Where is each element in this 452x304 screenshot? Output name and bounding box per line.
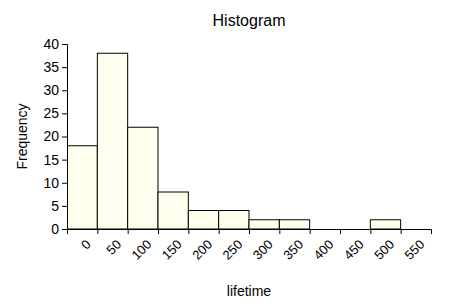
tick-mark (62, 183, 67, 184)
chart: 0510152025303540050100150200250300350400… (0, 0, 452, 304)
tick-mark (62, 113, 67, 114)
axis-line (68, 230, 432, 235)
tick-mark (97, 229, 98, 234)
tick-label: 15 (43, 152, 59, 168)
tick-mark (62, 206, 67, 207)
tick: 150 (159, 229, 185, 263)
y-axis: 0 5 10 15 20 25 30 35 40 (43, 36, 67, 237)
tick: 400 (310, 229, 336, 263)
bar (219, 211, 249, 230)
bar (370, 220, 400, 229)
title: Histogram (213, 12, 286, 29)
bar (310, 229, 340, 230)
tick-label: 300 (250, 237, 276, 263)
tick: 300 (250, 229, 276, 263)
tick: 0 (51, 221, 67, 237)
tick-mark (128, 229, 129, 234)
tick-mark (310, 229, 311, 234)
tick-mark (62, 160, 67, 161)
tick-mark (219, 229, 220, 234)
tick-label: 50 (103, 237, 124, 258)
tick: 30 (43, 82, 67, 98)
tick-label: 25 (43, 105, 59, 121)
tick: 35 (43, 59, 67, 75)
tick: 50 (98, 229, 124, 258)
x-axis-title: lifetime (227, 283, 272, 299)
tick-mark (188, 229, 189, 234)
tick: 550 (401, 229, 427, 263)
tick: 250 (219, 229, 245, 263)
tick: 25 (43, 105, 67, 121)
tick: 5 (51, 198, 67, 214)
tick-label: 0 (51, 221, 59, 237)
plot-area: 0510152025303540050100150200250300350400… (43, 36, 431, 263)
axis-line (62, 45, 68, 230)
bars (67, 53, 401, 229)
bar (279, 220, 309, 229)
tick-label: 100 (129, 237, 155, 263)
bar (67, 146, 97, 229)
tick-label: 150 (159, 237, 185, 263)
tick-mark (62, 67, 67, 68)
tick-label: 30 (43, 82, 59, 98)
tick: 500 (371, 229, 397, 263)
tick: 200 (189, 229, 215, 263)
tick-mark (62, 229, 67, 230)
tick: 0 (68, 229, 94, 252)
tick-mark (249, 229, 250, 234)
tick-mark (370, 229, 371, 234)
tick-mark (279, 229, 280, 234)
tick-label: 40 (43, 36, 59, 52)
tick-label: 450 (341, 237, 367, 263)
tick-label: 5 (51, 198, 59, 214)
tick: 100 (128, 229, 154, 263)
tick-label: 20 (43, 128, 59, 144)
bar (158, 192, 188, 229)
tick-mark (62, 44, 67, 45)
tick: 15 (43, 152, 67, 168)
tick-label: 200 (189, 237, 215, 263)
tick-label: 0 (78, 237, 94, 253)
tick-mark (401, 229, 402, 234)
tick-label: 10 (43, 175, 59, 191)
bar (128, 127, 158, 229)
tick-label: 250 (220, 237, 246, 263)
bar (188, 211, 218, 230)
tick: 10 (43, 175, 67, 191)
tick-label: 550 (402, 237, 428, 263)
tick-label: 400 (311, 237, 337, 263)
tick: 20 (43, 128, 67, 144)
tick-mark (67, 229, 68, 234)
tick-label: 350 (280, 237, 306, 263)
tick-label: 500 (371, 237, 397, 263)
bar (340, 229, 370, 230)
bar (249, 220, 279, 229)
bar (97, 53, 127, 229)
x-axis: 0 50100150200250300350400450500550 (68, 229, 432, 263)
tick: 40 (43, 36, 67, 52)
tick: 450 (341, 229, 367, 263)
tick-label: 35 (43, 59, 59, 75)
tick: 350 (280, 229, 306, 263)
tick-mark (340, 229, 341, 234)
tick-mark (158, 229, 159, 234)
y-axis-title: Frequency (14, 103, 30, 169)
tick-mark (62, 90, 67, 91)
tick-mark (62, 137, 67, 138)
